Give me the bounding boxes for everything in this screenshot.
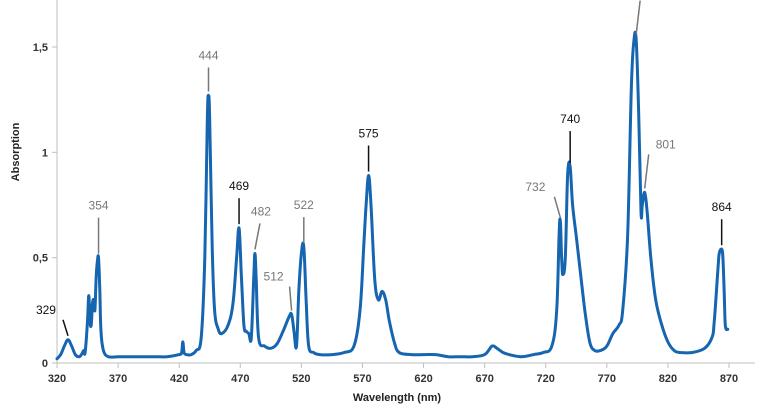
peak-label: 575 <box>359 127 379 141</box>
plot-area: 0 0,5 1 1,5 320 370 420 470 520 570 620 670 720 770 82… <box>33 0 755 385</box>
peak-label: 469 <box>229 179 249 193</box>
x-tick-label: 420 <box>170 373 188 385</box>
peak-label: 864 <box>712 200 732 214</box>
x-tick-label: 470 <box>231 373 249 385</box>
peak-label: 740 <box>560 112 580 126</box>
peak-label: 444 <box>198 48 218 62</box>
x-tick-label: 720 <box>537 373 555 385</box>
peak-leader-line <box>288 286 293 311</box>
x-tick-label: 820 <box>659 373 677 385</box>
peak-label: 354 <box>89 199 109 213</box>
x-tick-label: 520 <box>292 373 310 385</box>
x-axis-title: Wavelength (nm) <box>353 392 442 404</box>
peak-leader-line <box>553 196 562 219</box>
peak-label: 732 <box>525 180 545 194</box>
y-tick-label: 1 <box>42 147 48 159</box>
x-tick-label: 370 <box>109 373 127 385</box>
y-tick-label: 0,5 <box>33 253 48 265</box>
peak-label: 329 <box>36 303 56 317</box>
x-tick-label: 320 <box>48 373 66 385</box>
peak-label: 801 <box>656 137 676 151</box>
y-axis-title: Absorption <box>10 122 22 181</box>
x-tick-label: 670 <box>475 373 493 385</box>
peak-label: 522 <box>294 198 314 212</box>
x-tick-label: 770 <box>598 373 616 385</box>
peak-leader-line <box>62 319 69 337</box>
peak-leader-line <box>643 154 650 189</box>
peak-leader-line <box>635 0 641 35</box>
y-tick-label: 1,5 <box>33 42 48 54</box>
peak-leader-line <box>254 223 261 250</box>
y-tick-label: 0 <box>42 358 48 370</box>
x-tick-label: 620 <box>414 373 432 385</box>
absorption-line <box>55 30 730 361</box>
peak-label: 482 <box>251 204 271 218</box>
peak-label: 512 <box>264 270 284 284</box>
x-tick-label: 870 <box>720 373 738 385</box>
x-tick-label: 570 <box>353 373 371 385</box>
